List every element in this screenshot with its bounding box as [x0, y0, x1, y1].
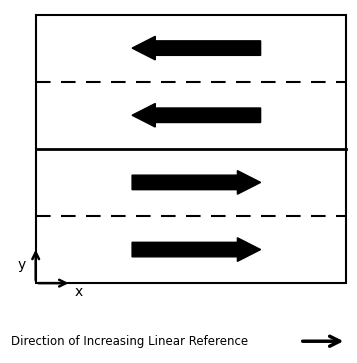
Bar — [36, 15, 346, 283]
FancyArrow shape — [132, 36, 261, 60]
Text: x: x — [74, 285, 83, 299]
Text: Direction of Increasing Linear Reference: Direction of Increasing Linear Reference — [11, 335, 248, 348]
Text: y: y — [17, 258, 26, 272]
FancyArrow shape — [132, 238, 261, 261]
FancyArrow shape — [132, 103, 261, 127]
FancyArrow shape — [132, 171, 261, 194]
